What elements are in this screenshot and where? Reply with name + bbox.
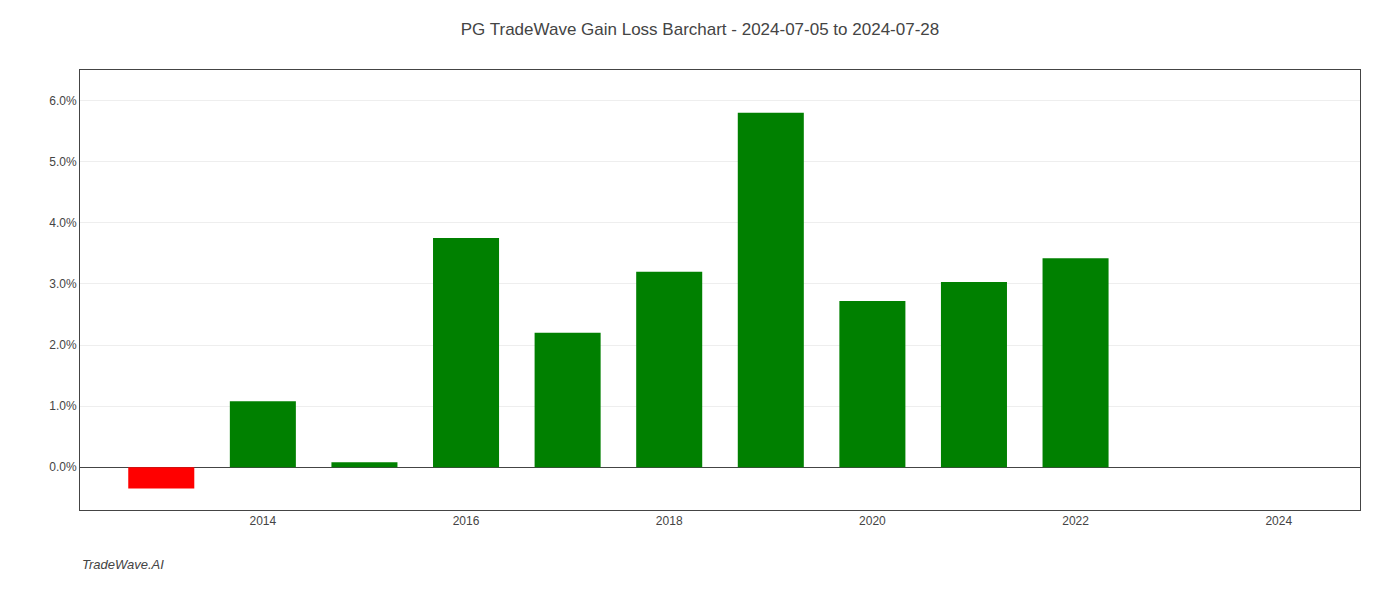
svg-text:1.0%: 1.0%	[49, 399, 77, 413]
svg-text:6.0%: 6.0%	[49, 94, 77, 108]
svg-text:2024: 2024	[1265, 514, 1292, 528]
svg-text:2018: 2018	[656, 514, 683, 528]
svg-text:2016: 2016	[453, 514, 480, 528]
svg-text:2014: 2014	[250, 514, 277, 528]
svg-text:2022: 2022	[1062, 514, 1089, 528]
svg-text:PG TradeWave Gain Loss Barchar: PG TradeWave Gain Loss Barchart - 2024-0…	[461, 20, 939, 39]
svg-text:5.0%: 5.0%	[49, 155, 77, 169]
svg-text:2.0%: 2.0%	[49, 338, 77, 352]
svg-text:3.0%: 3.0%	[49, 277, 77, 291]
svg-text:0.0%: 0.0%	[49, 460, 77, 474]
svg-text:2020: 2020	[859, 514, 886, 528]
svg-text:4.0%: 4.0%	[49, 216, 77, 230]
svg-text:TradeWave.AI: TradeWave.AI	[82, 557, 164, 572]
